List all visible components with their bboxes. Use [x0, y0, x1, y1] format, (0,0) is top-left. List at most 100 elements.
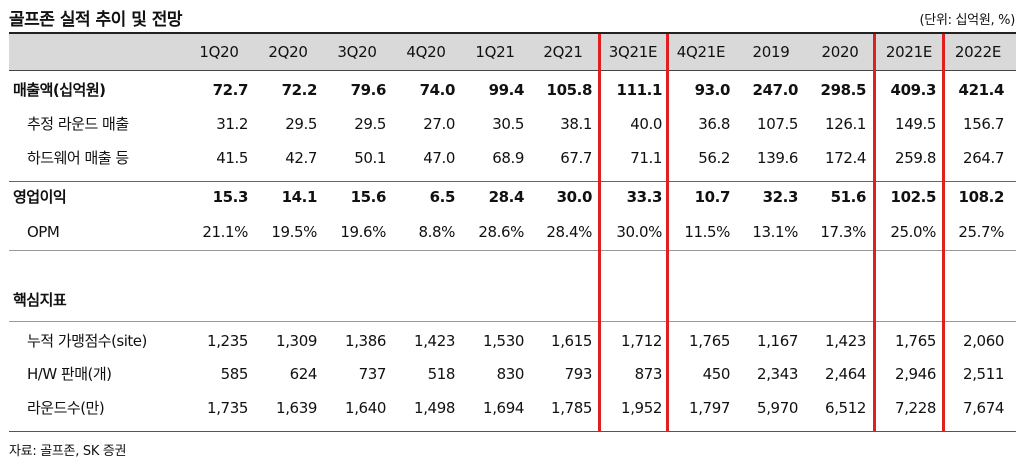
table-cell: 105.8: [546, 81, 593, 99]
row-label: 누적 가맹점수(site): [27, 332, 147, 350]
table-cell: 1,309: [276, 332, 317, 350]
table-cell: 36.8: [698, 115, 730, 133]
table-cell: 93.0: [694, 81, 731, 99]
table-cell: 421.4: [958, 81, 1005, 99]
table-cell: 793: [564, 365, 593, 383]
table-cell: 41.5: [216, 149, 248, 167]
table-cell: 409.3: [890, 81, 937, 99]
table-cell: 21.1%: [202, 223, 248, 241]
table-row: 핵심지표: [0, 284, 1025, 316]
table-cell: 42.7: [285, 149, 317, 167]
table-cell: 8.8%: [418, 223, 455, 241]
table-cell: 1,423: [414, 332, 455, 350]
table-cell: 1,785: [551, 399, 592, 417]
table-bottom-border: [9, 431, 1016, 432]
annual-forecast-divider-left: [873, 34, 876, 432]
source-note: 자료: 골프존, SK 증권: [9, 444, 127, 459]
table-cell: 585: [220, 365, 249, 383]
table-cell: [253, 250, 317, 282]
table-cell: 156.7: [963, 115, 1004, 133]
table-cell: 17.3%: [820, 223, 866, 241]
table-cell: [460, 250, 524, 282]
table-cell: 149.5: [895, 115, 936, 133]
table-cell: 126.1: [825, 115, 866, 133]
table-cell: 1,765: [895, 332, 936, 350]
table-cell: 29.5: [354, 115, 386, 133]
column-header: 2Q20: [268, 43, 308, 61]
table-cell: 1,639: [276, 399, 317, 417]
column-header: 3Q21E: [608, 43, 658, 61]
table-cell: 40.0: [630, 115, 662, 133]
table-cell: [598, 284, 662, 316]
table-cell: [391, 250, 455, 282]
table-cell: 108.2: [958, 188, 1005, 206]
table-cell: 79.6: [350, 81, 387, 99]
table-cell: 28.4%: [546, 223, 592, 241]
table-cell: 56.2: [698, 149, 730, 167]
table-cell: 6,512: [825, 399, 866, 417]
table-cell: [528, 284, 592, 316]
table-cell: 873: [634, 365, 663, 383]
table-cell: 2,343: [757, 365, 798, 383]
table-cell: 1,735: [207, 399, 248, 417]
row-label: 핵심지표: [13, 291, 67, 309]
table-cell: 102.5: [890, 188, 937, 206]
table-cell: 247.0: [752, 81, 799, 99]
table-cell: 518: [427, 365, 456, 383]
divider-after-core: [9, 321, 1016, 322]
table-cell: 15.3: [212, 188, 249, 206]
row-label: 추정 라운드 매출: [27, 115, 129, 133]
table-cell: 19.5%: [271, 223, 317, 241]
table-cell: 30.0: [556, 188, 593, 206]
table-cell: 5,970: [757, 399, 798, 417]
table-cell: [528, 250, 592, 282]
column-header: 1Q20: [199, 43, 239, 61]
table-cell: 50.1: [354, 149, 386, 167]
table-cell: 47.0: [423, 149, 455, 167]
table-cell: 11.5%: [684, 223, 730, 241]
row-label: 라운드수(만): [27, 399, 105, 417]
table-cell: 6.5: [429, 188, 456, 206]
header-background: [9, 34, 1016, 70]
divider-after-opm: [9, 250, 1016, 251]
table-cell: 33.3: [626, 188, 663, 206]
table-row: 라운드수(만) 1,735 1,639 1,640 1,498 1,694 1,785 1,9…: [0, 392, 1025, 424]
table-cell: 19.6%: [340, 223, 386, 241]
table-cell: [184, 284, 248, 316]
table-cell: [184, 250, 248, 282]
table-cell: 1,498: [414, 399, 455, 417]
table-cell: [802, 284, 866, 316]
table-cell: 1,423: [825, 332, 866, 350]
table-cell: 2,946: [895, 365, 936, 383]
table-cell: [460, 284, 524, 316]
table-row: 누적 가맹점수(site) 1,235 1,309 1,386 1,423 1,530 1,…: [0, 325, 1025, 357]
table-cell: 1,694: [483, 399, 524, 417]
table-cell: 99.4: [488, 81, 525, 99]
table-row: OPM 21.1% 19.5% 19.6% 8.8% 28.6% 28.4% 30.0% 11.…: [0, 216, 1025, 248]
table-cell: [802, 250, 866, 282]
table-cell: 111.1: [616, 81, 663, 99]
table-cell: [666, 284, 730, 316]
table-cell: 139.6: [757, 149, 798, 167]
table-cell: 14.1: [281, 188, 318, 206]
table-row: [0, 250, 1025, 282]
table-row: 추정 라운드 매출 31.2 29.5 29.5 27.0 30.5 38.1 40.0 36.…: [0, 108, 1025, 140]
column-header: 2019: [752, 43, 790, 61]
table-row: 하드웨어 매출 등 41.5 42.7 50.1 47.0 68.9 67.7 71.1 56.…: [0, 142, 1025, 174]
table-cell: 27.0: [423, 115, 455, 133]
table-cell: [940, 250, 1004, 282]
table-cell: 71.1: [630, 149, 662, 167]
row-label: 하드웨어 매출 등: [27, 149, 129, 167]
table-cell: 2,060: [963, 332, 1004, 350]
forecast-divider-left: [598, 34, 601, 432]
table-cell: 1,386: [345, 332, 386, 350]
table-cell: 737: [358, 365, 387, 383]
column-header: 3Q20: [337, 43, 377, 61]
row-label: H/W 판매(개): [27, 365, 112, 383]
table-cell: [872, 284, 936, 316]
table-cell: 1,235: [207, 332, 248, 350]
table-cell: 74.0: [419, 81, 456, 99]
column-header: 4Q21E: [676, 43, 726, 61]
table-cell: 32.3: [762, 188, 799, 206]
table-cell: 67.7: [560, 149, 592, 167]
